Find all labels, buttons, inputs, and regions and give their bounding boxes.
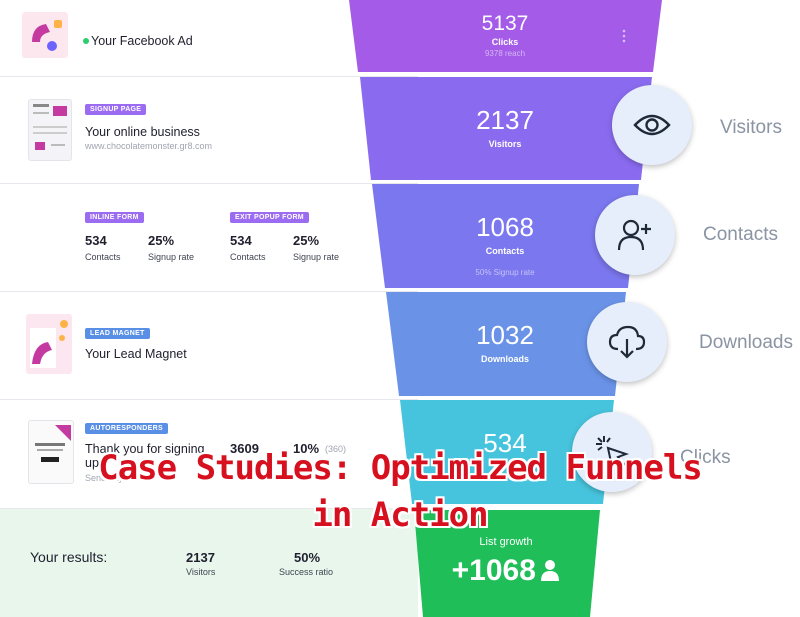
results-visitors-value: 2137 <box>186 550 215 565</box>
list-growth-label: List growth <box>479 536 533 548</box>
downloads-circle[interactable] <box>587 302 667 382</box>
clicks-circle[interactable] <box>572 412 652 492</box>
funnel-downloads-value: 1032 <box>476 320 534 350</box>
list-growth-container: +1068 <box>406 554 606 588</box>
funnel-stage-4 <box>386 292 626 396</box>
facebook-ad-thumbnail <box>22 12 68 58</box>
autoresponder-count: 3609 <box>230 441 259 456</box>
cloud-download-icon <box>608 325 646 359</box>
inline-form-contacts-value: 534 <box>85 233 107 248</box>
funnel-signup-rate: 50% Signup rate <box>475 268 535 277</box>
results-label: Your results: <box>30 549 108 565</box>
funnel-stage-5 <box>400 400 614 504</box>
funnel-clicks-label: Clicks <box>491 37 519 47</box>
funnel-row-signup-page[interactable]: SIGNUP PAGE Your online business www.cho… <box>0 77 418 184</box>
signup-page-url[interactable]: www.chocolatemonster.gr8.com <box>85 141 213 151</box>
contacts-circle[interactable] <box>595 195 675 275</box>
results-ratio-label: Success ratio <box>279 567 334 577</box>
visitors-circle[interactable] <box>612 85 692 165</box>
lead-magnet-badge: LEAD MAGNET <box>85 328 150 339</box>
inline-form-rate-label: Signup rate <box>148 252 195 262</box>
funnel-stage-6 <box>414 510 600 617</box>
exit-popup-rate-value: 25% <box>293 233 320 248</box>
stage-label-contacts: Contacts <box>703 224 778 245</box>
funnel-visitors-value: 2137 <box>476 105 534 135</box>
results-row: Your results: 2137 Visitors 50% Success … <box>0 509 418 617</box>
exit-popup-form-badge: EXIT POPUP FORM <box>230 212 309 223</box>
autoresponder-title-line2: up! <box>85 456 103 470</box>
funnel-contacts-value: 1068 <box>476 212 534 242</box>
eye-icon <box>633 114 671 136</box>
add-user-icon <box>617 219 651 251</box>
signup-page-title: Your online business <box>85 125 200 139</box>
stage-label-downloads: Downloads <box>699 332 793 353</box>
funnel-downloads-label: Downloads <box>480 354 529 364</box>
funnel-stage-1 <box>349 0 662 72</box>
autoresponder-percent: 10% <box>293 441 320 456</box>
lead-magnet-thumbnail <box>26 314 72 374</box>
autoresponders-badge: AUTORESPONDERS <box>85 423 168 434</box>
inline-form-rate-value: 25% <box>148 233 175 248</box>
stage-label-clicks: Clicks <box>680 447 731 468</box>
autoresponder-thumbnail <box>28 420 74 484</box>
autoresponder-send-day: Send day <box>85 473 124 483</box>
funnel-reach-label: 9378 reach <box>484 49 526 58</box>
list-growth-value: +1068 <box>451 554 536 587</box>
funnel-row-facebook-ad[interactable]: Your Facebook Ad <box>0 0 418 77</box>
user-icon <box>541 560 560 581</box>
funnel-clicks-final-value: 534 <box>483 428 527 458</box>
more-options-icon <box>622 29 626 43</box>
funnel-visitors-label: Visitors <box>488 139 522 149</box>
signup-page-badge: SIGNUP PAGE <box>85 104 147 115</box>
exit-popup-contacts-label: Contacts <box>230 252 266 262</box>
funnel-row-forms[interactable]: INLINE FORM 534 Contacts 25% Signup rate… <box>0 184 418 292</box>
facebook-ad-title: Your Facebook Ad <box>91 34 193 48</box>
results-visitors-label: Visitors <box>186 567 216 577</box>
funnel-clicks-value: 5137 <box>481 12 529 35</box>
autoresponder-title-line1: Thank you for signing <box>85 442 205 456</box>
cursor-click-icon <box>596 436 629 470</box>
results-ratio-value: 50% <box>294 550 321 565</box>
funnel-stage-2 <box>360 77 652 180</box>
funnel-contacts-label: Contacts <box>485 246 525 256</box>
inline-form-contacts-label: Contacts <box>85 252 121 262</box>
funnel-row-lead-magnet[interactable]: LEAD MAGNET Your Lead Magnet <box>0 292 418 400</box>
lead-magnet-title: Your Lead Magnet <box>85 347 187 361</box>
overlay-title-line1: Case Studies: Optimized Funnels <box>98 448 703 488</box>
inline-form-badge: INLINE FORM <box>85 212 144 223</box>
signup-page-thumbnail <box>28 99 72 161</box>
funnel-row-autoresponders[interactable]: AUTORESPONDERS Thank you for signing up!… <box>0 400 418 509</box>
autoresponder-percent-sub: (360) <box>325 444 347 454</box>
stage-label-visitors: Visitors <box>720 117 782 138</box>
overlay-title-line2: in Action <box>312 495 488 535</box>
exit-popup-contacts-value: 534 <box>230 233 252 248</box>
active-status-dot <box>83 38 89 44</box>
funnel-stage-3 <box>372 184 639 288</box>
exit-popup-rate-label: Signup rate <box>293 252 340 262</box>
